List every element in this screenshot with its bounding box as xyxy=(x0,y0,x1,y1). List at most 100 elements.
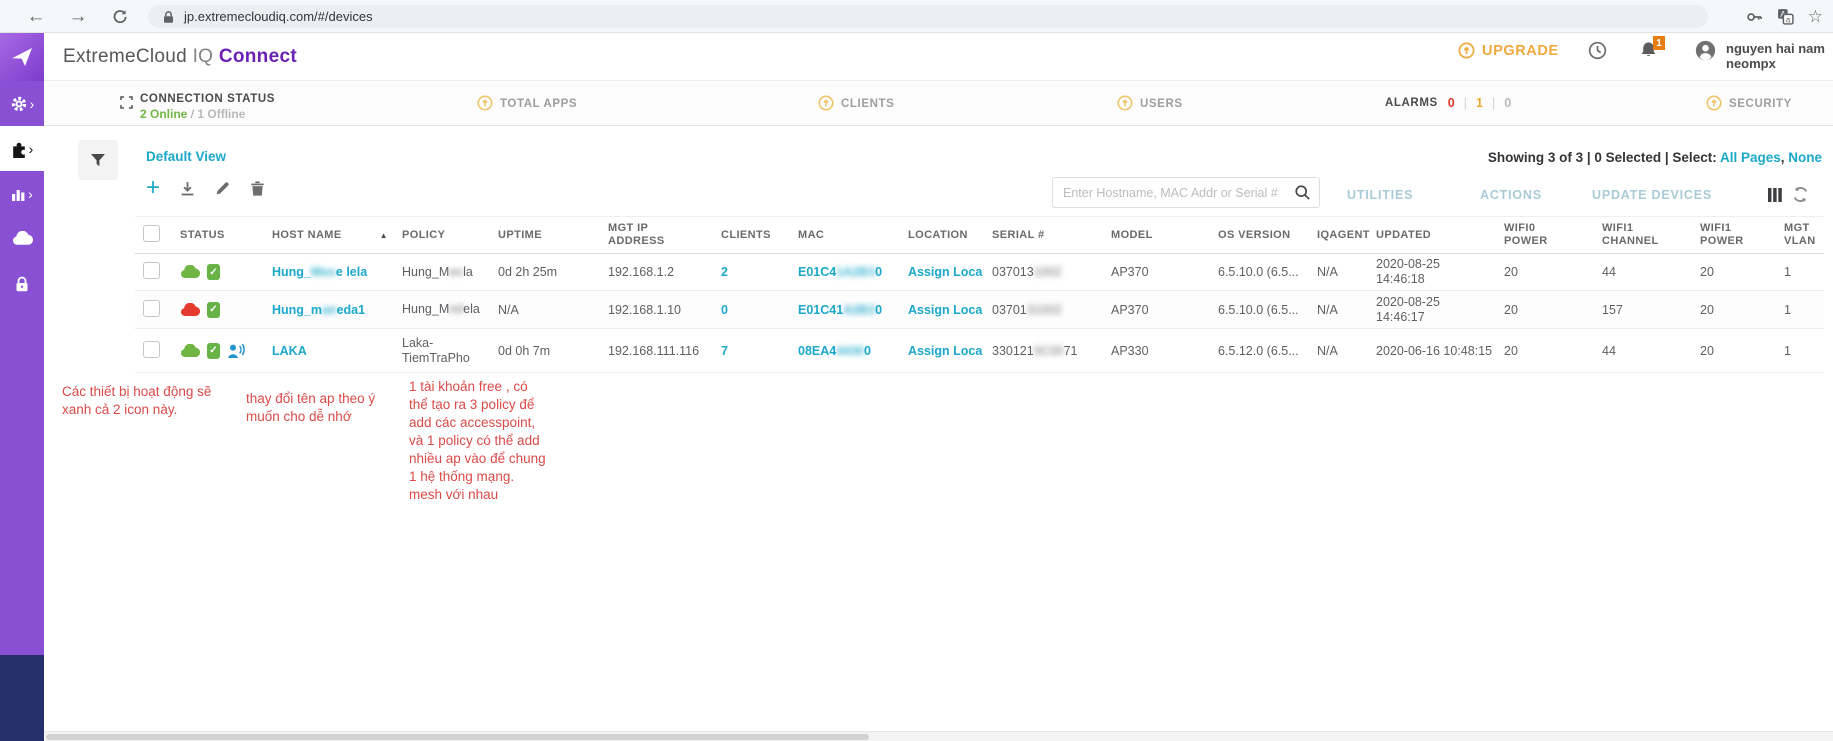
col-wifi0-power[interactable]: WIFI0 POWER xyxy=(1504,222,1548,247)
col-updated[interactable]: UPDATED xyxy=(1376,229,1432,241)
address-bar[interactable]: jp.extremecloudiq.com/#/devices xyxy=(148,5,1708,28)
browser-forward-icon[interactable]: → xyxy=(68,5,88,27)
password-key-icon[interactable] xyxy=(1746,9,1763,25)
clients-kpi-label[interactable]: CLIENTS xyxy=(841,98,895,110)
host-name-link[interactable]: Hung_Meoe lela xyxy=(272,265,368,279)
user-info[interactable]: nguyen hai nam neompx xyxy=(1726,41,1825,71)
puzzle-icon xyxy=(12,142,25,158)
cell-uptime: 0d 0h 7m xyxy=(498,343,551,358)
mac-link[interactable]: 08EA444300 xyxy=(798,343,871,358)
cell-os-version: 6.5.12.0 (6.5... xyxy=(1218,343,1299,358)
filter-button[interactable] xyxy=(78,140,118,180)
col-mgt-ip[interactable]: MGT IP ADDRESS xyxy=(608,222,665,247)
update-devices-button[interactable]: UPDATE DEVICES xyxy=(1592,188,1713,202)
col-mgt-vlan[interactable]: MGT VLAN xyxy=(1784,222,1816,247)
cloud-online-icon xyxy=(181,265,200,279)
refresh-icon[interactable] xyxy=(1792,186,1809,203)
browser-reload-icon[interactable] xyxy=(106,0,134,33)
delete-trash-icon[interactable] xyxy=(250,180,265,196)
cell-mgt-ip: 192.168.1.10 xyxy=(608,302,681,317)
history-clock-icon[interactable] xyxy=(1588,41,1607,60)
col-location[interactable]: LOCATION xyxy=(908,229,968,241)
cell-wifi0-power: 20 xyxy=(1504,302,1518,317)
col-wifi1-power[interactable]: WIFI1 POWER xyxy=(1700,222,1744,247)
col-os-version[interactable]: OS VERSION xyxy=(1218,229,1291,241)
cloud-online-icon xyxy=(181,343,200,357)
mac-link[interactable]: E01C41A2B30 xyxy=(798,302,883,317)
select-all-checkbox[interactable] xyxy=(143,225,160,242)
alarms-label: ALARMS xyxy=(1385,97,1438,109)
horizontal-scrollbar[interactable] xyxy=(44,731,1833,741)
col-wifi1-channel[interactable]: WIFI1 CHANNEL xyxy=(1602,222,1659,247)
row-checkbox[interactable] xyxy=(143,262,160,279)
select-all-pages-link[interactable]: All Pages xyxy=(1719,150,1781,165)
expand-brackets-icon[interactable] xyxy=(120,96,133,109)
column-picker-icon[interactable] xyxy=(1768,188,1782,202)
cell-wifi1-power: 20 xyxy=(1700,302,1714,317)
col-mac[interactable]: MAC xyxy=(798,229,825,241)
users-kpi-label[interactable]: USERS xyxy=(1140,98,1183,110)
col-status[interactable]: STATUS xyxy=(180,229,225,241)
default-view-link[interactable]: Default View xyxy=(146,149,227,164)
app-sidebar: › › › xyxy=(0,33,44,741)
mac-link[interactable]: E01C41A2B30 xyxy=(798,265,883,279)
col-clients[interactable]: CLIENTS xyxy=(721,229,771,241)
bookmark-star-icon[interactable]: ☆ xyxy=(1807,7,1823,26)
alarms-major-count: 1 xyxy=(1476,96,1483,110)
assign-location-link[interactable]: Assign Loca xyxy=(908,302,983,317)
col-policy[interactable]: POLICY xyxy=(402,229,446,241)
security-circle-icon xyxy=(1706,95,1722,111)
translate-icon[interactable]: Aa xyxy=(1777,8,1794,25)
table-header-row: STATUS HOST NAME ▲ POLICY UPTIME MGT IP A… xyxy=(135,216,1824,254)
alarms-kpi[interactable]: ALARMS 0 | 1 | 0 xyxy=(1385,96,1512,110)
assign-location-link[interactable]: Assign Loca xyxy=(908,343,983,358)
search-icon[interactable] xyxy=(1295,185,1310,200)
host-name-link[interactable]: LAKA xyxy=(272,343,307,358)
download-icon[interactable] xyxy=(180,181,195,196)
user-avatar-icon[interactable] xyxy=(1695,40,1716,61)
upgrade-button[interactable]: UPGRADE xyxy=(1458,42,1559,59)
cell-wifi1-channel: 44 xyxy=(1602,343,1616,358)
security-kpi-label[interactable]: SECURITY xyxy=(1729,98,1792,110)
extreme-logo-tile[interactable] xyxy=(0,33,44,81)
notifications-bell-icon[interactable] xyxy=(1639,40,1658,60)
clients-count-link[interactable]: 2 xyxy=(721,265,728,279)
sidebar-item-cloud[interactable] xyxy=(0,216,44,261)
sidebar-item-security[interactable] xyxy=(0,261,44,306)
chevron-right-icon: › xyxy=(29,95,35,112)
col-serial[interactable]: SERIAL # xyxy=(992,229,1045,241)
managed-check-icon: ✓ xyxy=(207,264,220,280)
row-checkbox[interactable] xyxy=(143,340,160,358)
host-name-link[interactable]: Hung_maneda1 xyxy=(272,302,366,317)
search-input[interactable] xyxy=(1053,185,1295,200)
select-none-link[interactable]: None xyxy=(1788,150,1822,165)
annotation-status-icons: Các thiết bị hoạt động sẽ xanh cả 2 icon… xyxy=(62,384,212,417)
row-checkbox[interactable] xyxy=(143,299,160,317)
utilities-button[interactable]: UTILITIES xyxy=(1347,188,1414,202)
col-model[interactable]: MODEL xyxy=(1111,229,1153,241)
clients-count-link[interactable]: 7 xyxy=(721,343,728,358)
device-search xyxy=(1052,177,1320,208)
connection-status-label[interactable]: CONNECTION STATUS xyxy=(140,93,275,105)
col-uptime[interactable]: UPTIME xyxy=(498,229,542,241)
cell-mgt-ip: 192.168.1.2 xyxy=(608,265,675,279)
assign-location-link[interactable]: Assign Loca xyxy=(908,265,983,279)
cell-wifi0-power: 20 xyxy=(1504,265,1518,279)
sidebar-item-reports[interactable]: › xyxy=(0,171,44,216)
col-host-name[interactable]: HOST NAME ▲ xyxy=(272,229,388,241)
col-iqagent[interactable]: IQAGENT xyxy=(1317,229,1370,241)
clients-count-link[interactable]: 0 xyxy=(721,302,728,317)
sidebar-item-manage[interactable]: › xyxy=(0,126,44,171)
cell-wifi1-channel: 157 xyxy=(1602,302,1623,317)
table-row[interactable]: ✓ LAKA Laka-TiemTraPho 0d 0h 7m 192.168.… xyxy=(135,329,1824,373)
scrollbar-thumb[interactable] xyxy=(46,734,869,740)
edit-pencil-icon[interactable] xyxy=(215,181,230,196)
sidebar-item-settings[interactable]: › xyxy=(0,81,44,126)
table-row[interactable]: ✓ Hung_maneda1 Hung_Mndela N/A 192.168.1… xyxy=(135,291,1824,329)
cell-uptime: 0d 2h 25m xyxy=(498,265,558,279)
table-row[interactable]: ✓ Hung_Meoe lela Hung_Meola 0d 2h 25m 19… xyxy=(135,254,1824,291)
actions-button[interactable]: ACTIONS xyxy=(1480,188,1542,202)
add-device-button[interactable]: + xyxy=(146,174,161,201)
total-apps-label[interactable]: TOTAL APPS xyxy=(500,98,578,110)
browser-back-icon[interactable]: ← xyxy=(26,5,46,27)
